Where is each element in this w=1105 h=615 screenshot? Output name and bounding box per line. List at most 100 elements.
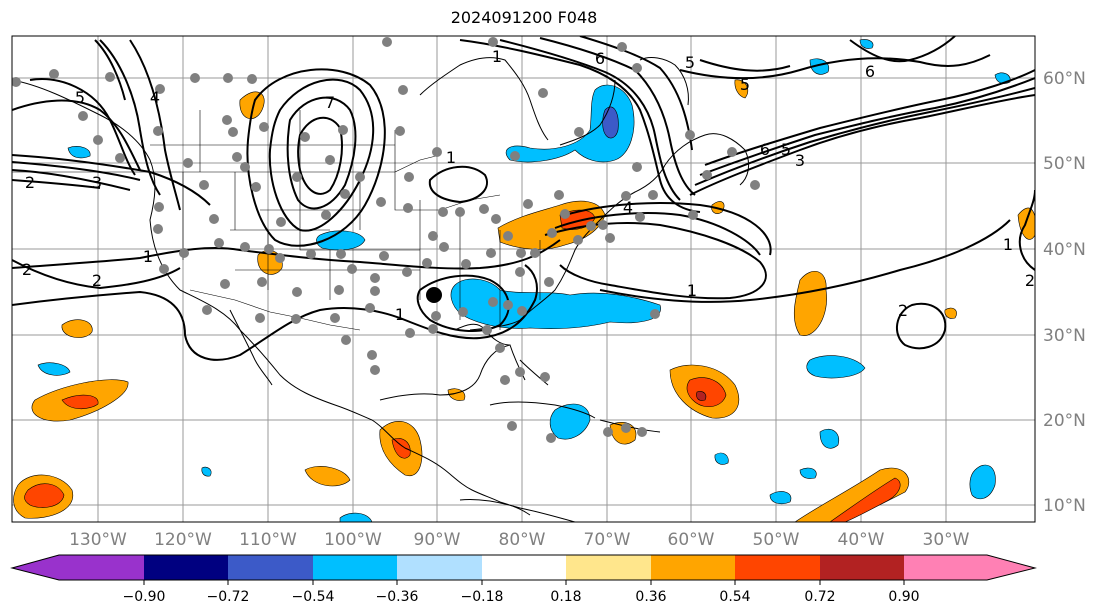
contour-label: 1: [492, 47, 502, 66]
colorbar-segment: [144, 555, 228, 580]
colorbar-segment: [228, 555, 313, 580]
blue-region: [714, 452, 729, 465]
blue-region: [969, 464, 996, 500]
borders: [12, 110, 541, 331]
blue-region: [799, 467, 817, 479]
lon-label: 50°W: [753, 530, 800, 550]
colorbar-segment: [397, 555, 482, 580]
lon-label: 40°W: [838, 530, 885, 550]
red-region: [24, 483, 65, 508]
orange-region: [793, 271, 827, 336]
lon-label: 30°W: [923, 530, 970, 550]
longitude-axis: 130°W 120°W 110°W 100°W 90°W 80°W 70°W 6…: [69, 530, 970, 550]
lat-label: 30°N: [1043, 326, 1086, 346]
contour-label: 1: [395, 305, 405, 324]
contour-label: 4: [150, 88, 160, 107]
colorbar-tick: 0.90: [888, 589, 919, 605]
colorbar-tick: 0.18: [550, 589, 581, 605]
contour-label: 4: [623, 198, 633, 217]
contour-label-group: 2 3 5 4 2 2 1 1 1 7 5 6 5 6 6 5 3 4 1 1 …: [22, 47, 1035, 324]
lon-label: 130°W: [69, 530, 127, 550]
blue-region: [549, 403, 591, 440]
colorbar-tick: 0.36: [635, 589, 666, 605]
colorbar-segment: [566, 555, 651, 580]
colorbar-segment: [59, 555, 144, 580]
coastlines: [12, 57, 750, 522]
colorbar-tick: −0.54: [292, 589, 335, 605]
orange-region: [304, 466, 351, 487]
colorbar-outline: [10, 554, 1037, 581]
orange-region: [944, 307, 957, 319]
blue-region: [859, 39, 874, 49]
blue-region: [819, 428, 840, 449]
lon-label: 80°W: [499, 530, 546, 550]
red-region: [61, 394, 99, 410]
latitude-axis: 60°N 50°N 40°N 30°N 20°N 10°N: [1043, 69, 1086, 516]
map-frame: [11, 35, 1036, 523]
contour-label: 5: [685, 53, 695, 72]
contour-label: 2: [25, 173, 35, 192]
colorbar-extend-low: [12, 555, 59, 580]
orange-region: [61, 319, 93, 338]
lat-label: 50°N: [1043, 154, 1086, 174]
colorbar-segment: [735, 555, 820, 580]
red-region: [391, 438, 411, 459]
colorbar-segment: [482, 555, 566, 580]
orange-region: [734, 79, 749, 99]
colorbar-ticks: −0.90 −0.72 −0.54 −0.36 −0.18 0.18 0.36 …: [123, 580, 920, 605]
lon-label: 60°W: [668, 530, 715, 550]
storm-center-marker: [426, 287, 442, 303]
lon-label: 100°W: [324, 530, 382, 550]
lon-label: 120°W: [154, 530, 212, 550]
lat-label: 10°N: [1043, 496, 1086, 516]
blue-region: [806, 355, 866, 379]
colorbar: [10, 554, 1037, 581]
map-title: 2024091200 F048: [450, 8, 598, 27]
lon-label: 110°W: [239, 530, 297, 550]
lon-label: 90°W: [414, 530, 461, 550]
contour-label: 6: [865, 62, 875, 81]
contour-label: 3: [92, 173, 102, 192]
blue-region: [769, 491, 792, 505]
blue-region: [339, 512, 373, 522]
contour-label: 1: [143, 247, 153, 266]
lat-label: 60°N: [1043, 69, 1086, 89]
contour-lines: [12, 36, 1035, 361]
contour-label: 3: [795, 151, 805, 170]
contour-label: 2: [22, 260, 32, 279]
contour-label: 6: [595, 49, 605, 68]
contour-label: 1: [446, 148, 456, 167]
darkred-region: [696, 391, 707, 401]
contour-label: 2: [898, 301, 908, 320]
contour-label: 5: [740, 75, 750, 94]
colorbar-segment: [820, 555, 904, 580]
blue-region: [201, 466, 212, 477]
lat-label: 40°N: [1043, 240, 1086, 260]
contour-label: 5: [781, 140, 791, 159]
red-region: [829, 477, 901, 522]
darkblue-region: [602, 106, 619, 139]
red-region: [686, 377, 727, 408]
contour-label: 2: [92, 271, 102, 290]
contour-label: 5: [75, 88, 85, 107]
colorbar-tick: −0.90: [123, 589, 166, 605]
colorbar-extend-high: [987, 555, 1035, 580]
map-area: [12, 36, 1035, 522]
colorbar-tick: 0.54: [719, 589, 750, 605]
colorbar-segment: [651, 555, 735, 580]
blue-region: [809, 58, 830, 75]
blue-region: [316, 230, 366, 251]
contour-label: 7: [325, 93, 335, 112]
colorbar-tick: −0.72: [207, 589, 250, 605]
contour-label: 2: [1025, 271, 1035, 290]
colorbar-tick: −0.18: [461, 589, 504, 605]
contour-label: 1: [1003, 235, 1013, 254]
lon-label: 70°W: [584, 530, 631, 550]
lat-label: 20°N: [1043, 411, 1086, 431]
orange-region: [239, 91, 265, 119]
blue-region: [37, 362, 71, 376]
gridlines: [12, 36, 1035, 522]
colorbar-tick: −0.36: [376, 589, 419, 605]
colorbar-segment: [313, 555, 397, 580]
